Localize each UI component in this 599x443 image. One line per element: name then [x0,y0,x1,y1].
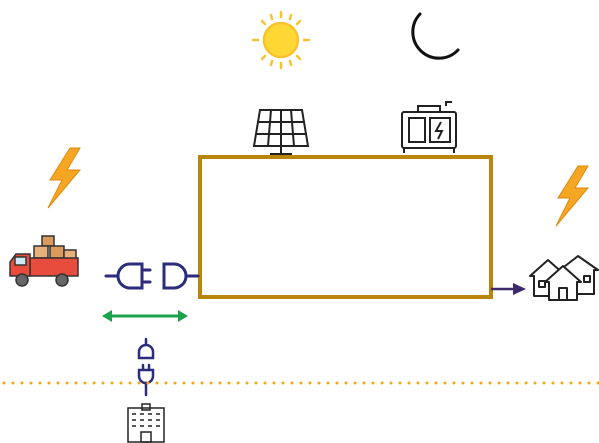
truck-window [15,257,26,265]
system-box [200,157,491,297]
sun-ray [262,56,265,59]
house-window [584,276,590,282]
solar-panel-icon [254,110,308,154]
truck-box [50,246,64,258]
output-arrow [491,283,526,295]
truck-bed [30,258,78,276]
building-windows [132,414,160,426]
sun-disc [264,23,298,57]
arrow-head [178,310,188,322]
sun-ray [290,61,291,65]
building-body [128,408,164,442]
generator-panel [409,118,425,142]
arrow-head [513,283,526,295]
sun-ray [271,15,272,19]
truck-wheel [56,274,68,286]
truck-wheel [16,274,28,286]
sun-icon [253,12,309,68]
lightning-icon [556,166,588,226]
bidirectional-arrow [102,310,188,322]
house-window [539,281,545,287]
generator-exhaust [446,102,452,106]
page [0,0,599,443]
plug-body [139,345,153,358]
panel-line [291,110,294,146]
building-door [141,432,151,442]
sun-ray [262,21,265,24]
building-top [142,404,150,410]
generator-bolt [436,122,442,139]
panel-line [268,110,271,146]
building-icon [128,404,164,442]
vertical-plug-icon [139,339,153,395]
diagram [0,0,599,443]
moon-icon [413,14,458,58]
truck-icon [10,236,78,286]
sun-ray [290,15,291,19]
arrow-head [102,310,112,322]
sun-ray [297,21,300,24]
sun-ray [271,61,272,65]
houses-icon [530,256,598,300]
house-door [559,288,567,300]
truck-box [42,236,54,246]
socket-body [164,264,186,288]
truck-box [34,246,48,258]
sun-ray [297,56,300,59]
plug-connector-icon [106,264,198,288]
lightning-icon [48,148,80,208]
generator-icon [402,102,456,153]
socket-body [139,370,153,383]
plug-body [118,264,142,288]
